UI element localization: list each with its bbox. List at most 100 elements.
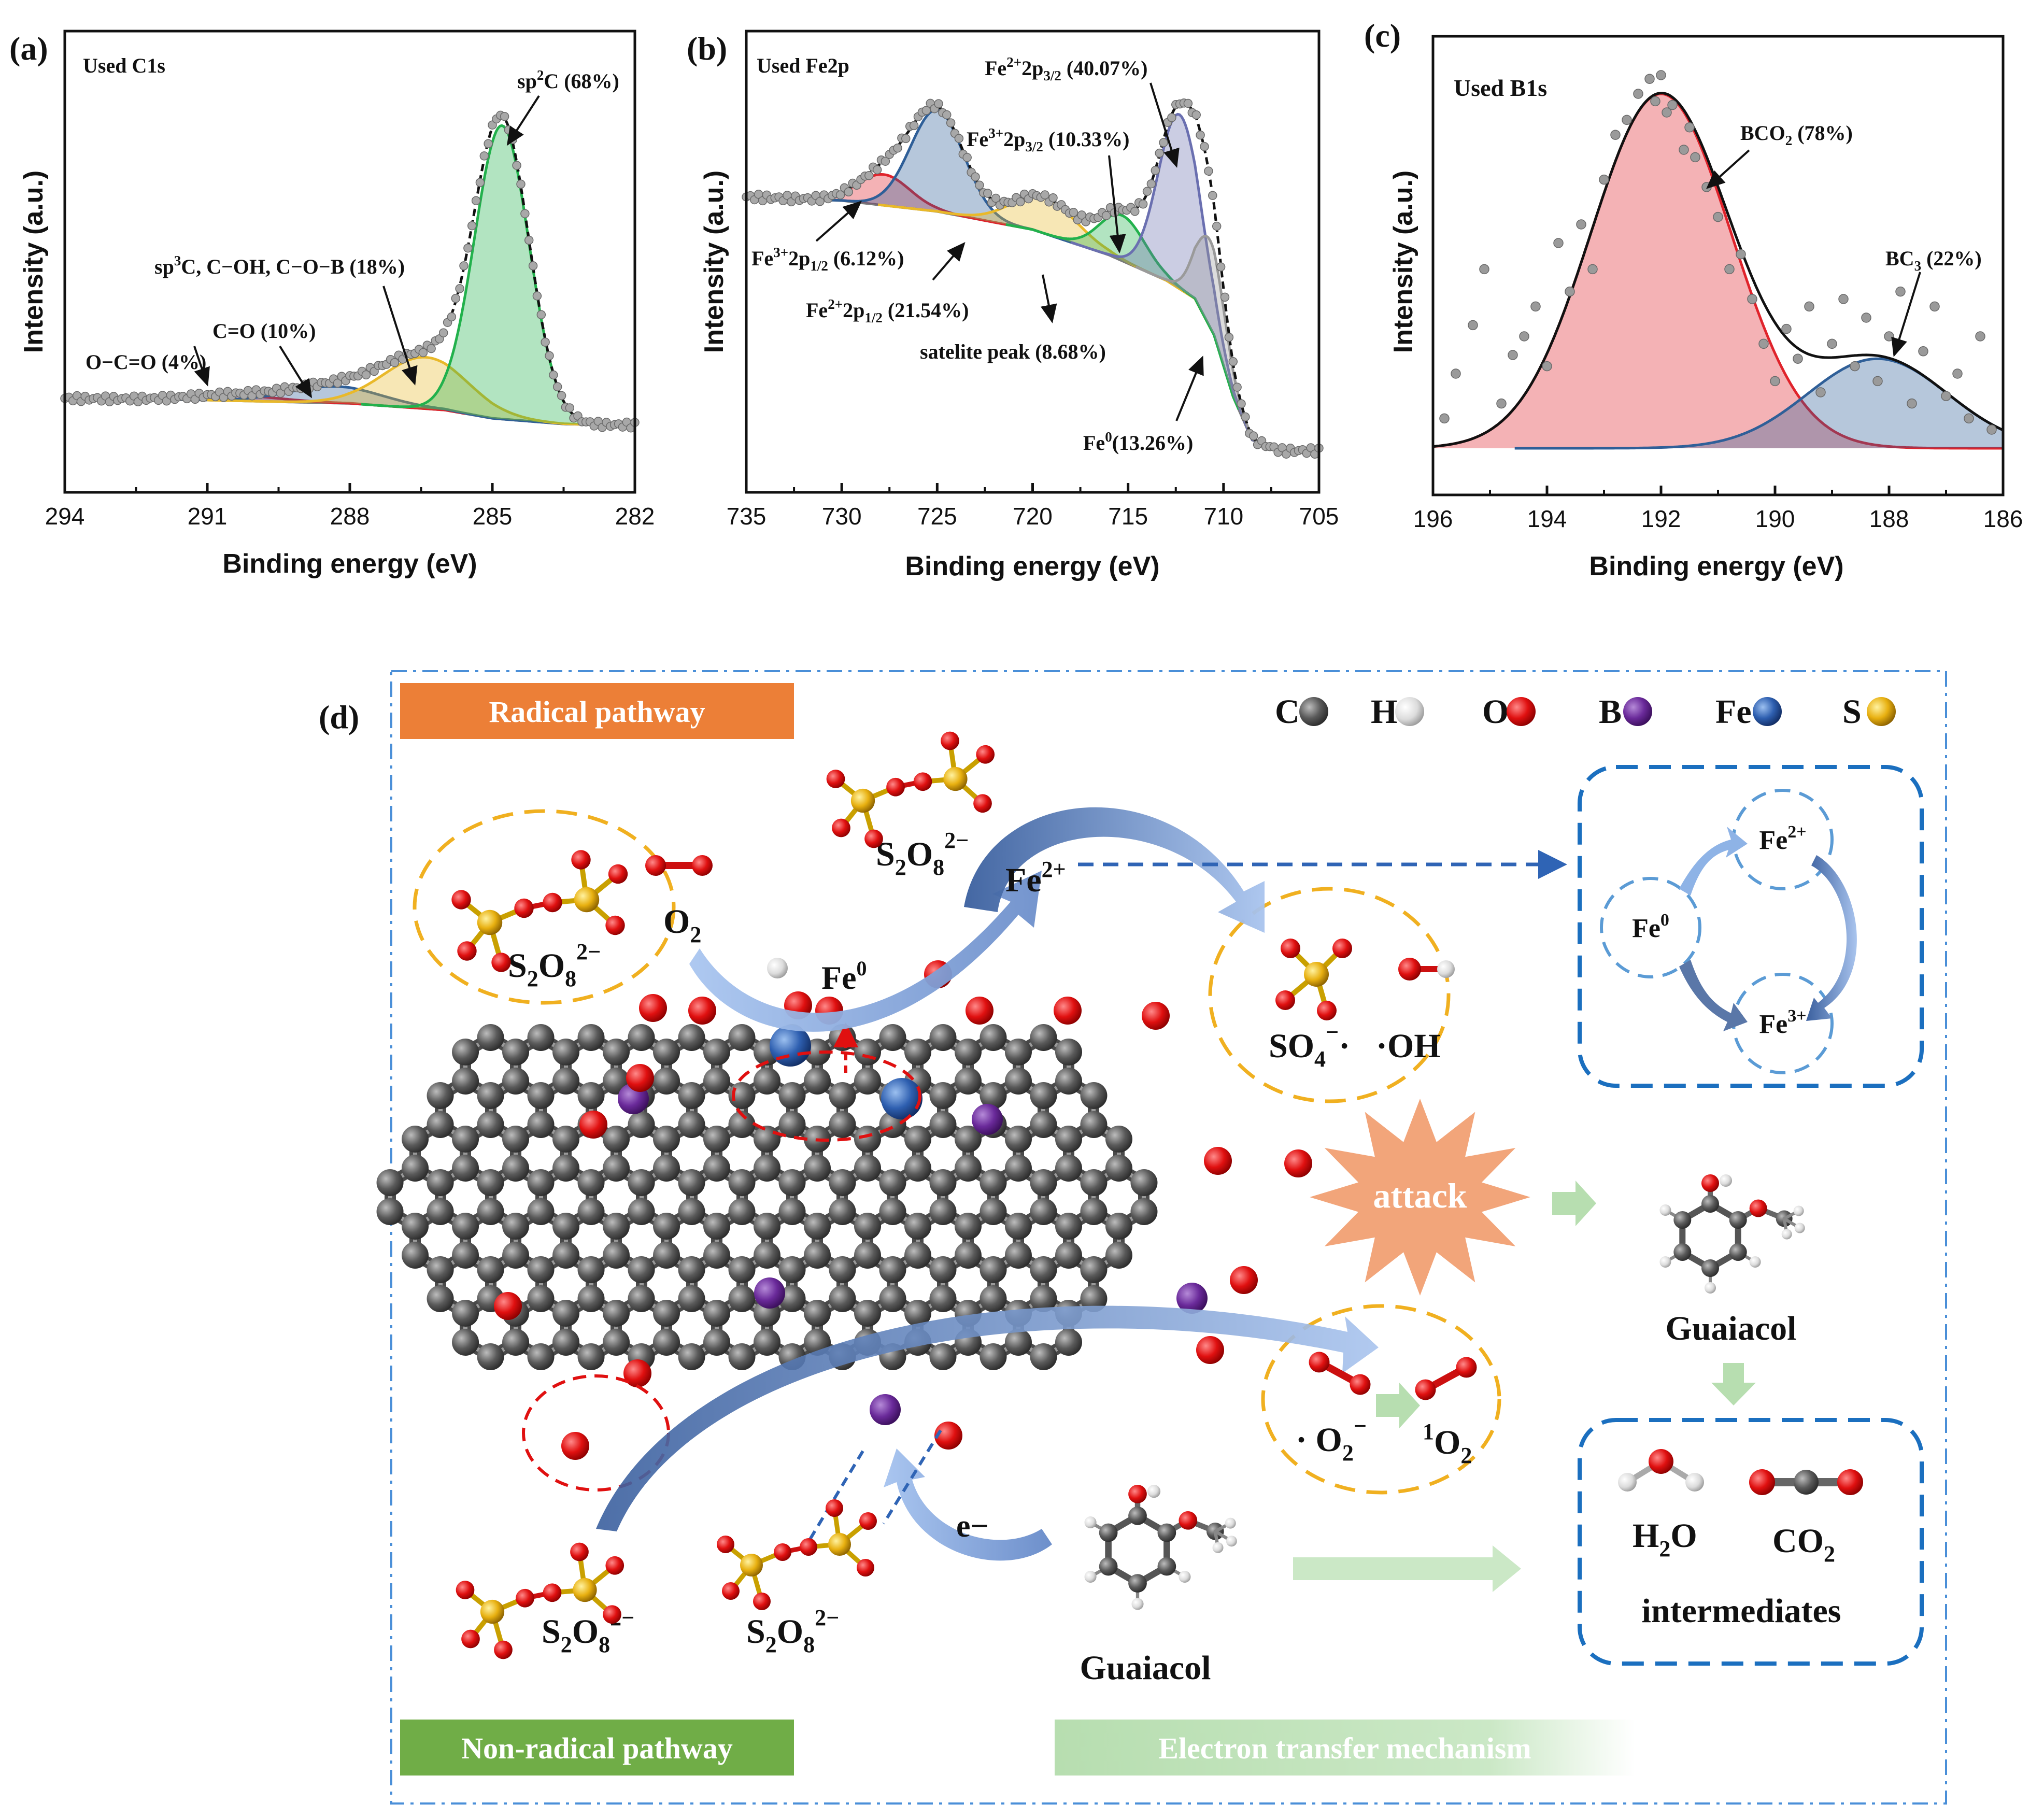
hydrogen-atom	[1685, 1473, 1704, 1492]
data-point	[1069, 208, 1078, 217]
data-point	[962, 153, 972, 162]
carbon-atom	[577, 1169, 605, 1196]
oxygen-atom	[976, 745, 995, 764]
data-point	[872, 165, 882, 175]
carbon-atom	[929, 1198, 957, 1225]
boron-atom	[754, 1277, 785, 1309]
carbon-atom	[1701, 1195, 1719, 1213]
carbon-atom	[427, 1198, 454, 1225]
carbon-atom	[678, 1285, 705, 1312]
carbon-atom	[577, 1285, 605, 1312]
legend-swatch-o	[1507, 697, 1536, 726]
fe3-cycle-label: Fe3+	[1759, 1006, 1806, 1039]
oxygen-atom	[603, 1605, 621, 1624]
carbon-atom	[552, 1300, 580, 1327]
interaction-line-1	[799, 1450, 864, 1556]
interaction-line-2	[882, 1429, 942, 1525]
oh-radical-label: ·OH	[1376, 1027, 1441, 1065]
carbon-atom	[929, 1343, 957, 1370]
carbon-atom	[803, 1300, 831, 1327]
panel-a-letter: (a)	[9, 30, 48, 67]
carbon-atom	[653, 1039, 680, 1066]
sulfur-atom	[574, 887, 600, 913]
carbon-atom	[552, 1242, 580, 1269]
oxygen-atom	[1701, 1174, 1719, 1192]
panel-c-y-label: Intensity (a.u.)	[1388, 171, 1418, 353]
carbon-atom	[402, 1213, 429, 1240]
carbon-atom	[552, 1155, 580, 1182]
data-point	[1690, 152, 1700, 163]
oxygen-atom	[626, 1064, 654, 1092]
data-point	[1576, 219, 1586, 230]
carbon-atom	[904, 1126, 931, 1153]
o2-label: O2	[663, 903, 701, 947]
data-point	[1016, 197, 1025, 207]
data-point	[1770, 376, 1780, 387]
data-point	[1952, 368, 1963, 379]
h2o-label: H2O	[1633, 1517, 1697, 1561]
oxygen-atom	[1142, 1002, 1170, 1030]
sulfur-atom	[943, 766, 968, 791]
hydrogen-atom	[1147, 1485, 1161, 1498]
oxygen-atom	[516, 1588, 534, 1608]
carbon-atom	[929, 1169, 957, 1196]
oxygen-atom	[570, 1542, 589, 1561]
carbon-atom	[778, 1169, 806, 1196]
panel-d-frame	[390, 670, 1947, 1805]
carbon-atom	[1729, 1243, 1747, 1261]
carbon-atom	[854, 1126, 881, 1153]
fe0-cycle-node	[1600, 877, 1701, 978]
sulfur-atom	[1304, 962, 1329, 987]
molecules	[451, 731, 1863, 1659]
sulfur-atom	[480, 1599, 505, 1624]
carbon-atom	[778, 1256, 806, 1283]
oxygen-atom	[1350, 1374, 1371, 1395]
data-point	[1872, 376, 1883, 387]
carbon-atom	[728, 1343, 756, 1370]
carbon-atom	[778, 1285, 806, 1312]
panel-b-letter: (b)	[687, 30, 727, 67]
carbon-atom	[1157, 1557, 1176, 1576]
carbon-atom	[1105, 1242, 1132, 1269]
data-point	[1155, 148, 1164, 158]
data-point	[438, 328, 448, 337]
data-point	[1183, 98, 1193, 108]
carbon-atom	[829, 1198, 856, 1225]
oxygen-atom	[543, 1583, 562, 1602]
non-radical-arrow	[596, 1305, 1379, 1531]
hydrogen-atom	[1793, 1205, 1804, 1216]
x-tick-label: 288	[330, 503, 370, 530]
carbon-atom	[754, 1242, 780, 1269]
oxygen-atom	[826, 770, 845, 788]
data-point	[1232, 382, 1242, 392]
carbon-atom	[653, 1300, 680, 1327]
carbon-atom	[728, 1198, 756, 1225]
oxygen-atom	[605, 915, 625, 935]
carbon-atom	[728, 1256, 756, 1283]
data-point	[1553, 238, 1564, 248]
oxygen-atom	[456, 1581, 475, 1599]
panel-c-title: Used B1s	[1454, 75, 1547, 101]
data-point	[1212, 221, 1222, 231]
carbon-atom	[778, 1111, 806, 1138]
oxygen-atom	[859, 1512, 877, 1530]
legend-swatch-fe	[1753, 697, 1782, 726]
carbon-atom	[603, 1242, 630, 1269]
x-tick-label: 282	[615, 503, 655, 530]
data-point	[1622, 115, 1632, 125]
data-point	[1587, 264, 1598, 275]
data-point	[1656, 70, 1666, 80]
carbon-atom	[703, 1155, 731, 1182]
data-point	[463, 243, 473, 253]
electron-label: e−	[956, 1509, 989, 1544]
data-point	[1679, 145, 1689, 155]
legend-label-fe: Fe	[1715, 693, 1752, 731]
x-tick-label: 196	[1413, 505, 1453, 532]
carbon-atom	[1030, 1169, 1057, 1196]
carbon-atom	[879, 1256, 906, 1283]
label-fe2-2p32: Fe2+2p3/2 (40.07%)	[985, 54, 1147, 83]
carbon-atom	[678, 1169, 705, 1196]
carbon-atom	[603, 1155, 630, 1182]
carbon-atom	[703, 1213, 731, 1240]
data-point	[536, 310, 546, 319]
